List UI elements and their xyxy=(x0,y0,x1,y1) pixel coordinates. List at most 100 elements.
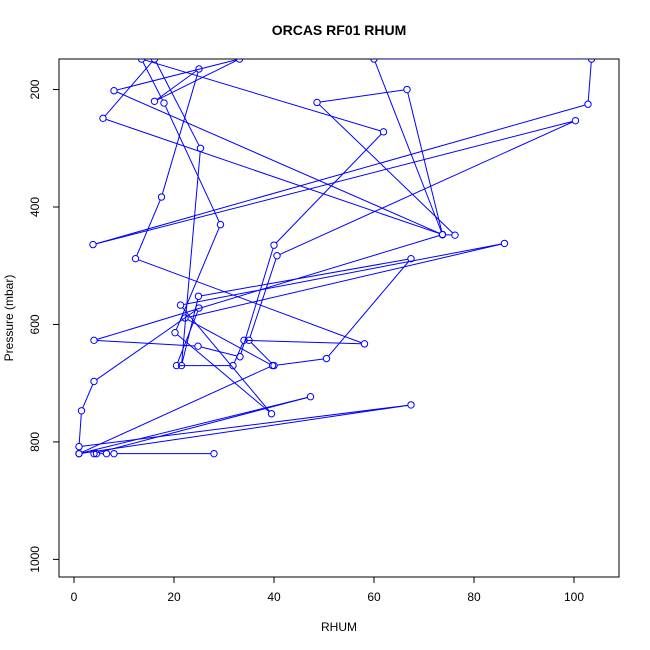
data-point xyxy=(160,99,168,107)
series-segment xyxy=(249,258,277,338)
series-segment xyxy=(328,260,410,357)
series-segment xyxy=(157,59,237,101)
data-point xyxy=(379,128,388,136)
data-point xyxy=(370,59,378,63)
data-point xyxy=(181,314,189,322)
data-point xyxy=(131,254,140,263)
series-segment xyxy=(161,71,199,195)
data-point xyxy=(137,59,146,63)
series-segment xyxy=(144,59,381,132)
series-segment xyxy=(96,397,308,454)
series-segment xyxy=(104,61,153,117)
y-tick-label: 600 xyxy=(28,314,42,334)
y-tick-label: 800 xyxy=(28,432,42,452)
series-segment xyxy=(247,339,362,345)
series-segment xyxy=(587,62,592,102)
y-tick-label: 400 xyxy=(28,197,42,217)
series-segment xyxy=(81,366,270,453)
series-segment xyxy=(187,319,270,365)
series-segment xyxy=(155,61,200,146)
data-point xyxy=(273,252,281,260)
series-segment xyxy=(175,227,220,330)
y-tick-label: 1000 xyxy=(28,546,42,573)
data-point xyxy=(176,301,185,309)
data-point xyxy=(196,144,205,152)
x-tick-label: 60 xyxy=(367,590,381,604)
series-segment xyxy=(318,104,454,234)
x-axis-label: RHUM xyxy=(321,620,357,634)
series-segment xyxy=(136,199,161,256)
data-point xyxy=(90,377,98,386)
series-segment xyxy=(183,243,502,305)
series-segment xyxy=(105,118,440,235)
data-point xyxy=(229,361,237,370)
data-point xyxy=(150,97,159,105)
data-point xyxy=(451,231,459,239)
series-segment xyxy=(188,243,502,318)
series-segment xyxy=(116,59,237,91)
series-segment xyxy=(82,404,408,447)
data-point xyxy=(407,401,415,409)
y-axis: 200 400 600 800 1000 xyxy=(28,79,60,573)
data-point xyxy=(245,336,253,345)
x-tick-label: 80 xyxy=(467,590,481,604)
x-tick-label: 100 xyxy=(564,590,584,604)
data-point xyxy=(500,239,509,248)
data-point xyxy=(177,361,186,370)
series-segment xyxy=(201,258,408,297)
x-tick-label: 40 xyxy=(267,590,281,604)
x-tick-label: 20 xyxy=(167,590,181,604)
series-points xyxy=(75,59,596,458)
series-segment xyxy=(407,92,443,232)
data-point xyxy=(306,392,315,401)
data-point xyxy=(587,59,596,63)
series-segment xyxy=(277,358,324,366)
x-axis: 0 20 40 60 80 100 xyxy=(71,576,584,604)
series-segment xyxy=(82,384,94,409)
series-segment xyxy=(177,334,270,413)
series-segment xyxy=(275,133,382,244)
plot-frame xyxy=(58,58,620,578)
data-point xyxy=(171,328,179,337)
series-segment xyxy=(95,104,586,245)
data-point xyxy=(157,193,166,201)
data-point xyxy=(407,254,415,263)
series-segment xyxy=(182,307,270,412)
data-point xyxy=(571,116,580,125)
series-lines xyxy=(78,59,592,455)
data-point xyxy=(322,354,331,363)
data-point xyxy=(270,241,278,249)
data-point xyxy=(92,449,101,458)
series-segment xyxy=(164,105,220,222)
data-point xyxy=(77,407,86,415)
data-point xyxy=(102,449,111,458)
data-point xyxy=(195,304,203,312)
data-point xyxy=(267,410,276,418)
data-point xyxy=(268,361,277,370)
data-point xyxy=(75,442,83,451)
series-segment xyxy=(81,396,308,454)
chart-title: ORCAS RF01 RHUM xyxy=(272,22,407,38)
series-segment xyxy=(250,342,273,364)
data-point xyxy=(360,340,369,348)
data-point xyxy=(240,336,248,345)
series-segment xyxy=(156,70,197,100)
data-point xyxy=(90,449,98,458)
data-point xyxy=(438,230,447,239)
data-point xyxy=(110,87,118,95)
data-point xyxy=(194,342,202,350)
data-point xyxy=(110,449,118,458)
data-point xyxy=(90,336,98,345)
data-point xyxy=(584,100,592,108)
series-segment xyxy=(181,151,201,363)
data-point xyxy=(270,361,278,370)
series-segment xyxy=(78,413,82,444)
series-segment xyxy=(233,343,244,363)
series-segment xyxy=(96,235,440,340)
data-point xyxy=(195,65,203,73)
series-segment xyxy=(177,310,199,363)
data-point xyxy=(236,353,244,361)
data-point xyxy=(99,114,107,123)
series-segment xyxy=(138,259,362,344)
